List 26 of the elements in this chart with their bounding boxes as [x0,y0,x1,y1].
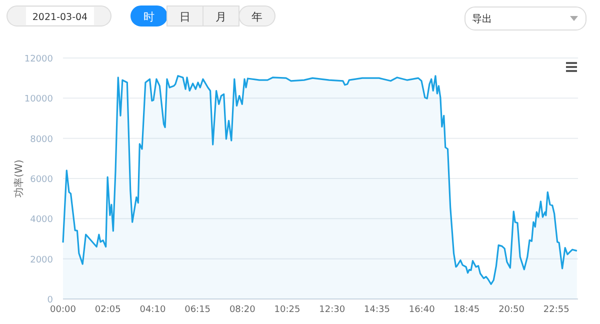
x-tick-label: 22:55 [543,305,570,315]
x-tick-label: 02:05 [94,305,121,315]
x-tick-label: 16:40 [408,305,436,315]
y-tick-label: 2000 [30,255,54,266]
y-tick-label: 4000 [30,215,54,226]
x-tick-label: 06:15 [184,305,211,315]
x-tick-label: 14:35 [364,305,390,315]
text: 2021-03-04 [32,12,88,23]
x-tick-label: 12:30 [319,305,346,315]
y-tick-label: 12000 [24,54,54,64]
x-tick-label: 04:10 [140,305,166,315]
x-tick-label: 10:25 [274,305,300,315]
text: 时 [144,10,154,24]
text: 月 [216,10,226,24]
text: 日 [180,10,190,24]
y-axis-title: 功率(W) [13,160,25,198]
y-tick-label: 0 [47,296,54,306]
y-tick-label: 10000 [24,94,54,105]
text: 导出 [472,13,492,25]
x-tick-label: 00:00 [50,305,76,315]
y-tick-label: 6000 [30,175,54,185]
x-tick-label: 20:50 [498,305,525,315]
text: 年 [252,10,262,24]
x-tick-label: 18:45 [454,305,480,315]
y-tick-label: 8000 [30,134,54,145]
x-tick-label: 08:20 [229,305,256,315]
